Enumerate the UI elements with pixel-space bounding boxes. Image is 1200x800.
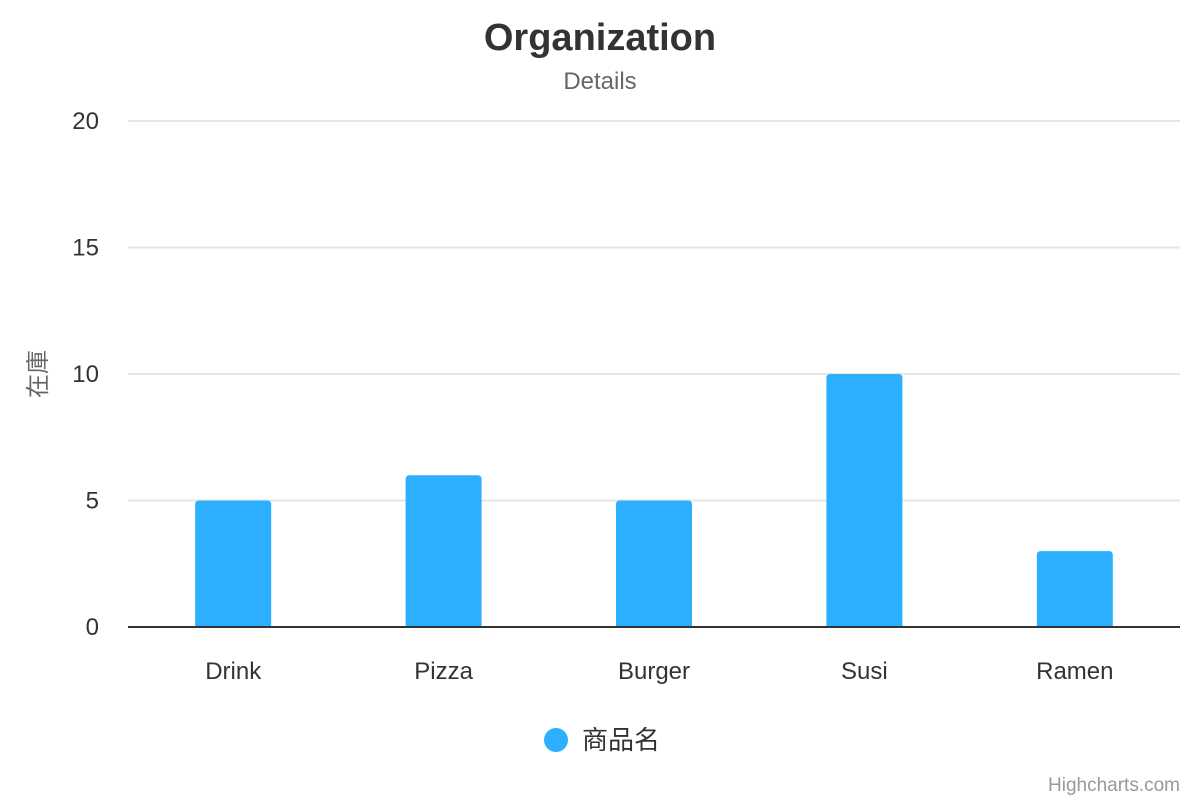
- x-axis-tick-labels: Drink Pizza Burger Susi Ramen: [205, 658, 1113, 685]
- y-tick-label: 15: [72, 235, 99, 262]
- legend[interactable]: 商品名: [544, 726, 660, 756]
- legend-marker-icon[interactable]: [544, 728, 568, 752]
- y-tick-label: 0: [86, 614, 99, 641]
- y-tick-label: 5: [86, 488, 99, 515]
- credits-link[interactable]: Highcharts.com: [1048, 775, 1180, 796]
- bar-pizza[interactable]: [405, 475, 482, 627]
- x-tick-label: Susi: [841, 658, 888, 685]
- legend-item-label[interactable]: 商品名: [582, 726, 660, 756]
- y-grid-lines: [128, 120, 1180, 502]
- y-axis-tick-labels: 0 5 10 15 20: [72, 108, 99, 641]
- x-tick-label: Burger: [618, 658, 690, 685]
- y-axis-title: 在庫: [24, 350, 52, 398]
- bar-series: [195, 374, 1113, 627]
- x-tick-label: Drink: [205, 658, 262, 685]
- bar-burger[interactable]: [616, 500, 692, 628]
- bar-ramen[interactable]: [1036, 551, 1113, 627]
- chart-subtitle: Details: [563, 68, 636, 95]
- x-tick-label: Ramen: [1036, 658, 1113, 685]
- y-tick-label: 20: [72, 108, 99, 135]
- x-tick-label: Pizza: [414, 658, 473, 685]
- bar-susi[interactable]: [826, 374, 903, 627]
- chart-title: Organization: [484, 17, 716, 59]
- bar-drink[interactable]: [195, 500, 272, 628]
- y-tick-label: 10: [72, 361, 99, 388]
